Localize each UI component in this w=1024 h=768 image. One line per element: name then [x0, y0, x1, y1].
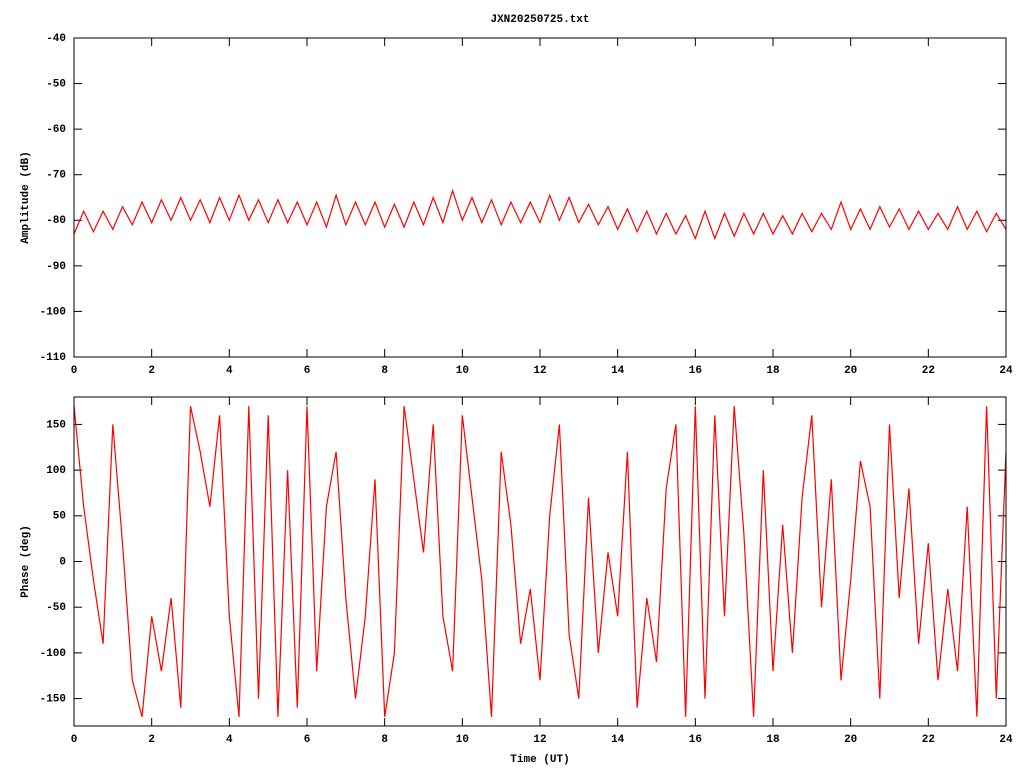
x-tick-label: 20 — [844, 365, 857, 377]
data-line — [73, 188, 1007, 241]
plot-border — [73, 396, 1007, 727]
x-tick-label: 10 — [456, 365, 469, 377]
y-tick-label: -100 — [40, 648, 66, 660]
x-tick-label: 14 — [611, 365, 625, 377]
y-tick-label: -50 — [46, 78, 66, 90]
y-tick-label: -60 — [46, 124, 66, 136]
chart-title: JXN20250725.txt — [490, 14, 589, 26]
y-tick-label: 0 — [59, 556, 66, 568]
x-tick-label: 22 — [922, 734, 935, 746]
y-tick-label: -80 — [46, 215, 66, 227]
y-axis-label: Phase (deg) — [20, 525, 32, 598]
y-tick-label: -90 — [46, 261, 66, 273]
y-tick-label: -110 — [40, 352, 66, 364]
x-tick-label: 0 — [71, 734, 78, 746]
y-tick-label: 100 — [46, 465, 66, 477]
x-tick-label: 24 — [999, 734, 1013, 746]
x-tick-label: 24 — [999, 365, 1013, 377]
y-tick-label: -40 — [46, 33, 66, 45]
x-tick-label: 20 — [844, 734, 857, 746]
y-tick-label: 50 — [53, 511, 66, 523]
x-axis-label: Time (UT) — [510, 754, 569, 766]
y-tick-label: -150 — [40, 693, 66, 705]
y-tick-label: -70 — [46, 170, 66, 182]
x-tick-label: 18 — [766, 365, 780, 377]
y-tick-label: -50 — [46, 602, 66, 614]
plot-border — [73, 37, 1007, 358]
x-tick-label: 4 — [226, 734, 233, 746]
x-tick-label: 14 — [611, 734, 625, 746]
x-tick-label: 2 — [148, 365, 155, 377]
y-tick-label: -100 — [40, 306, 66, 318]
x-tick-label: 0 — [71, 365, 78, 377]
x-tick-label: 16 — [689, 365, 702, 377]
x-tick-label: 16 — [689, 734, 702, 746]
x-tick-label: 10 — [456, 734, 469, 746]
x-tick-label: 6 — [304, 365, 311, 377]
y-tick-label: 150 — [46, 419, 66, 431]
x-tick-label: 8 — [381, 734, 388, 746]
x-tick-label: 2 — [148, 734, 155, 746]
y-axis-label: Amplitude (dB) — [20, 151, 32, 243]
x-tick-label: 22 — [922, 365, 935, 377]
x-tick-label: 12 — [533, 365, 546, 377]
x-tick-label: 18 — [766, 734, 780, 746]
x-tick-label: 12 — [533, 734, 546, 746]
data-line — [73, 405, 1007, 718]
x-tick-label: 8 — [381, 365, 388, 377]
x-tick-label: 6 — [304, 734, 311, 746]
x-tick-label: 4 — [226, 365, 233, 377]
